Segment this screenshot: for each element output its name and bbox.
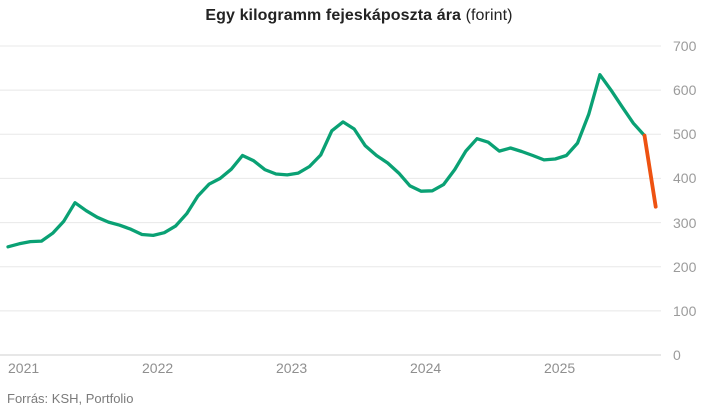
chart-title: Egy kilogramm fejeskáposzta ára (forint) bbox=[0, 7, 718, 25]
y-axis-label: 100 bbox=[673, 302, 697, 319]
x-axis-label: 2024 bbox=[410, 360, 442, 376]
y-axis-label: 300 bbox=[673, 214, 697, 231]
y-axis-label: 400 bbox=[673, 170, 697, 187]
chart-title-main: Egy kilogramm fejeskáposzta ára bbox=[205, 7, 462, 24]
y-axis-label: 700 bbox=[673, 38, 697, 54]
y-axis-label: 200 bbox=[673, 258, 697, 275]
y-axis-label: 0 bbox=[673, 347, 681, 363]
price-line-orange-latest bbox=[642, 133, 658, 209]
y-axis-label: 500 bbox=[673, 126, 697, 143]
chart-title-unit: (forint) bbox=[461, 7, 513, 24]
source-note: Forrás: KSH, Portfolio bbox=[7, 391, 134, 406]
x-axis-label: 2023 bbox=[276, 360, 308, 376]
y-axis-label: 600 bbox=[673, 82, 697, 99]
price-line-green bbox=[6, 73, 647, 249]
x-axis-label: 2022 bbox=[142, 360, 174, 376]
x-axis-label: 2025 bbox=[544, 360, 576, 376]
x-axis-label: 2021 bbox=[8, 360, 40, 376]
